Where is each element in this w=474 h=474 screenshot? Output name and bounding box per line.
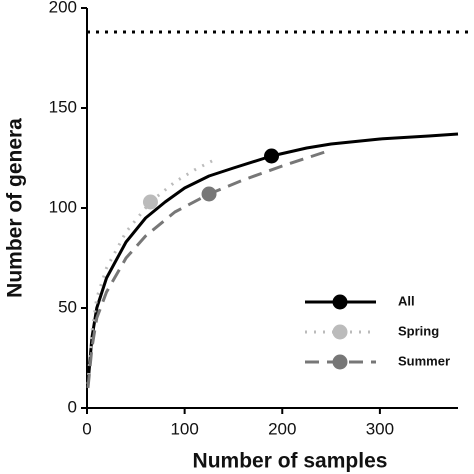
- y-tick-label: 100: [49, 197, 77, 216]
- y-tick-label: 150: [49, 97, 77, 116]
- series-marker: [142, 194, 158, 210]
- legend-marker: [332, 354, 348, 370]
- x-axis-title: Number of samples: [193, 450, 388, 473]
- y-tick-label: 50: [58, 297, 77, 316]
- y-tick-label: 0: [68, 397, 77, 416]
- series-marker: [201, 186, 217, 202]
- x-tick-label: 0: [82, 419, 91, 438]
- series-line: [86, 148, 332, 389]
- series-line: [86, 158, 215, 385]
- y-axis-title: Number of genera: [4, 118, 27, 298]
- x-tick-label: 100: [170, 419, 198, 438]
- legend-label: Summer: [398, 353, 450, 368]
- legend-marker: [332, 324, 348, 340]
- series-line: [86, 132, 459, 385]
- legend-marker: [332, 294, 348, 310]
- y-tick-label: 200: [49, 0, 77, 16]
- legend-label: Spring: [398, 323, 439, 338]
- x-tick-label: 200: [268, 419, 296, 438]
- legend-label: All: [398, 293, 415, 308]
- x-tick-label: 300: [366, 419, 394, 438]
- series-marker: [264, 148, 280, 164]
